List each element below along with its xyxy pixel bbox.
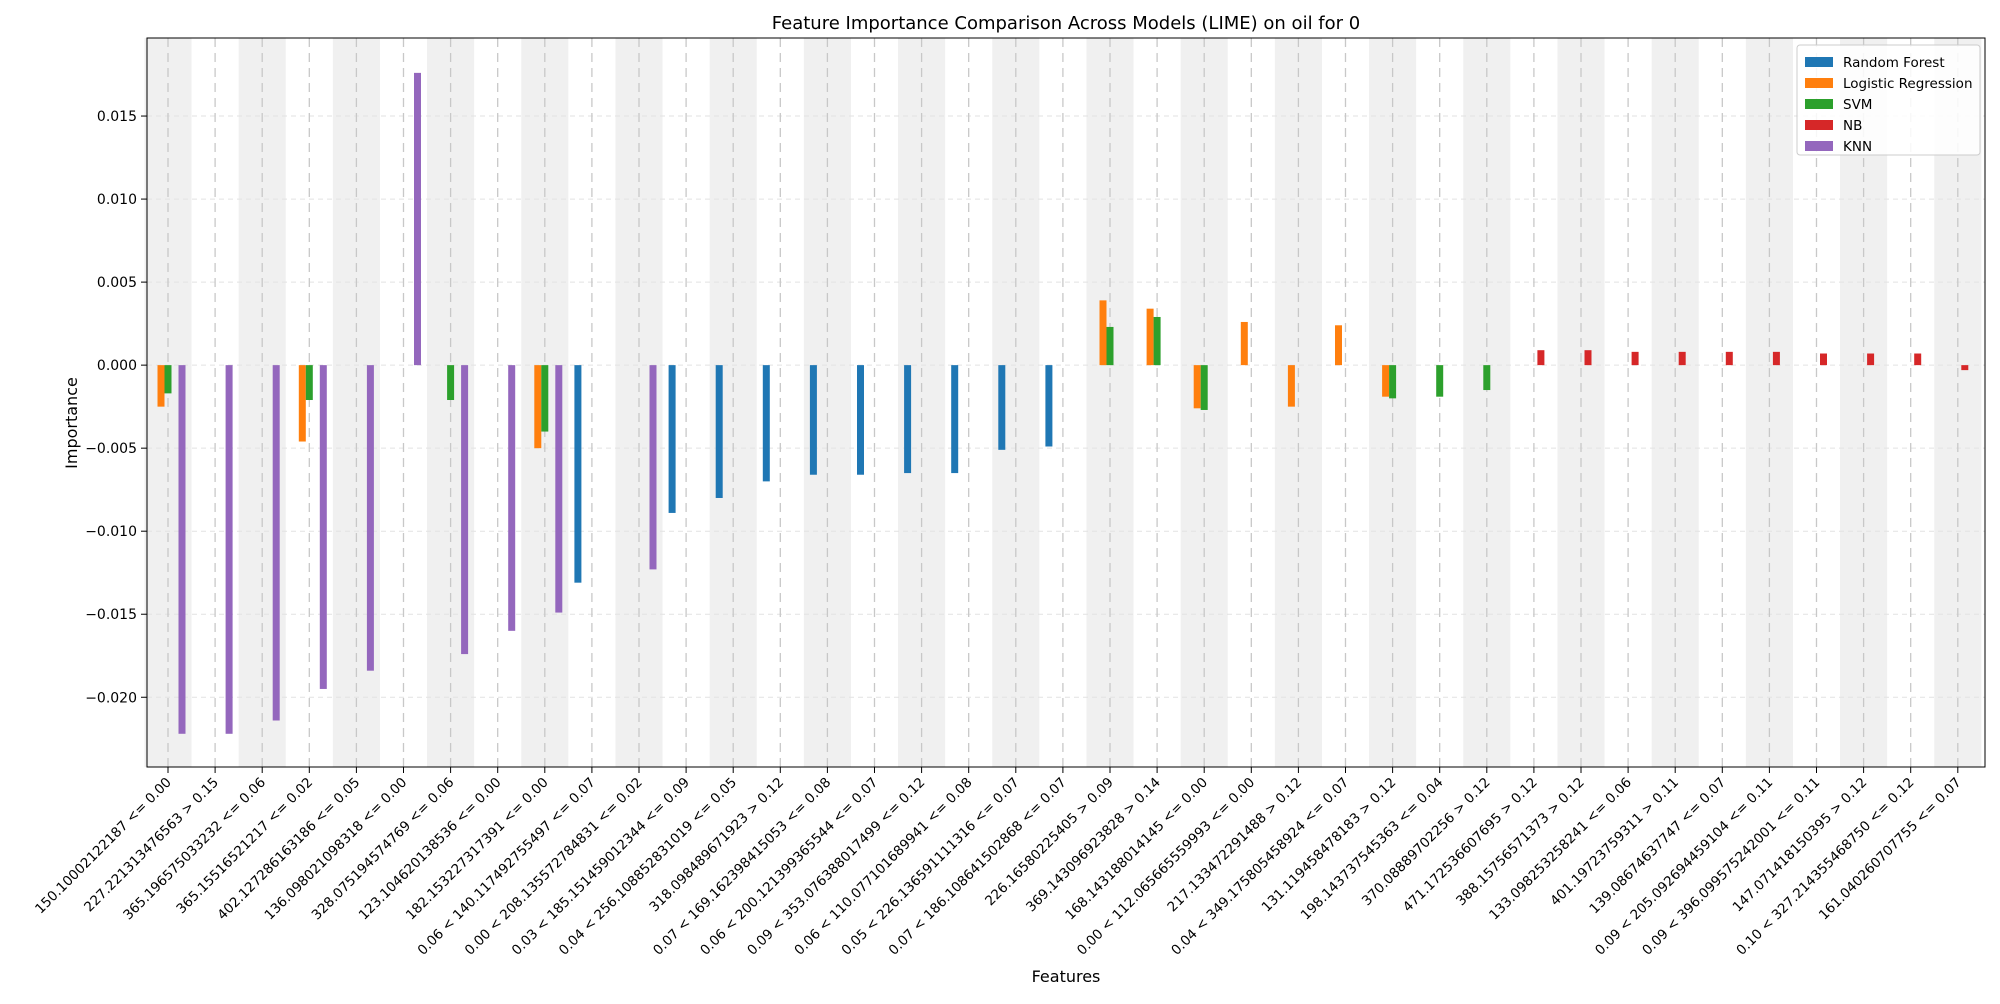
bar-logistic-regression [534,365,542,449]
x-tick-label: 0.06 < 110.077101689941 <= 0.08 [791,775,975,959]
bar-random-forest [574,365,582,583]
bar-nb [1772,351,1780,366]
bar-random-forest [1045,365,1053,447]
legend-label-nb: NB [1843,118,1862,134]
x-tick-label: 0.00 < 208.135572784831 <= 0.02 [462,775,646,959]
bar-knn [178,365,186,734]
x-tick-label: 0.10 < 327.214355468750 <= 0.12 [1733,775,1917,959]
bar-svm [1483,365,1491,391]
y-tick-label: 0.015 [97,109,137,125]
legend-box [1796,44,1981,156]
bar-random-forest [715,365,723,498]
bar-svm [305,365,313,401]
bar-logistic-regression [1382,365,1390,397]
bar-svm [1153,316,1161,366]
bar-svm [1389,365,1397,399]
bar-svm [1436,365,1444,397]
bar-nb [1725,351,1733,366]
bar-nb [1631,351,1639,366]
y-axis: −0.020 −0.015 −0.010 −0.005 0.000 0.005 0.010 0… [85,109,147,706]
bar-knn [272,365,280,721]
y-tick-label: −0.010 [85,524,137,540]
y-tick-label: −0.015 [85,607,137,623]
bar-logistic-regression [1193,365,1201,409]
bar-logistic-regression [1146,308,1154,366]
legend-label-svm: SVM [1843,97,1872,113]
bar-knn [225,365,233,734]
bar-nb [1678,351,1686,366]
bar-nb [1820,353,1827,366]
bar-svm [164,365,172,394]
bar-random-forest [809,365,817,475]
bar-random-forest [904,365,912,474]
legend-swatch-knn [1805,141,1833,151]
bar-knn [414,72,421,366]
legend-swatch-svm [1805,99,1833,109]
x-axis-label: Features [1032,967,1101,986]
y-tick-label: 0.010 [97,192,137,208]
bar-logistic-regression [298,365,306,442]
bar-nb [1537,350,1545,366]
x-tick-label: 0.00 < 112.065665559993 <= 0.00 [1074,775,1258,959]
y-tick-label: 0.005 [97,275,137,291]
legend-swatch-random-forest [1805,57,1833,67]
chart-title: Feature Importance Comparison Across Mod… [772,13,1360,34]
x-axis: 150.10002122187 <= 0.00227.22131347656​3… [32,767,1965,959]
grid-layer [147,38,1985,767]
bar-random-forest [668,365,676,513]
bar-nb [1914,353,1922,366]
bar-knn [366,365,374,671]
bar-knn [461,365,469,655]
bar-random-forest [857,365,864,475]
bar-logistic-regression [1240,321,1248,366]
bar-random-forest [998,365,1006,450]
legend: Random Forest Logistic Regression SVM NB KNN [1796,44,1981,156]
bar-random-forest [762,365,770,482]
x-tick-label: 0.09 < 396.099575242001 <= 0.11 [1639,775,1823,959]
legend-label-random-forest: Random Forest [1843,55,1945,71]
legend-swatch-logistic-regression [1805,78,1833,88]
bar-nb [1867,353,1875,366]
y-tick-label: −0.005 [85,441,137,457]
legend-label-logistic-regression: Logistic Regression [1843,76,1973,92]
bar-svm [1200,365,1208,410]
bar-logistic-regression [1099,300,1107,366]
bar-logistic-regression [157,365,165,407]
bar-knn [555,365,563,613]
bar-nb [1961,365,1969,371]
legend-swatch-nb [1805,120,1833,130]
bar-random-forest [951,365,959,474]
bar-svm [447,365,455,401]
bar-knn [319,365,327,689]
y-tick-label: 0.000 [97,358,137,374]
bar-logistic-regression [1287,365,1295,407]
bar-knn [649,365,657,570]
bar-knn [508,365,516,631]
bar-logistic-regression [1335,325,1342,366]
x-tick-label: 0.04 < 349.175805458924 <= 0.07 [1168,775,1352,959]
legend-label-knn: KNN [1843,139,1872,155]
bars-layer [157,72,1969,734]
bar-nb [1584,350,1592,366]
bar-svm [541,365,549,432]
bar-svm [1106,326,1114,366]
x-tick-label: 0.05 < 226.136591111316 <= 0.07 [839,775,1023,959]
x-tick-label: 0.07 < 186.108641502868 <= 0.07 [886,775,1070,959]
y-tick-label: −0.020 [85,690,137,706]
plot-frame [146,37,1986,768]
y-axis-label: Importance [62,377,81,469]
